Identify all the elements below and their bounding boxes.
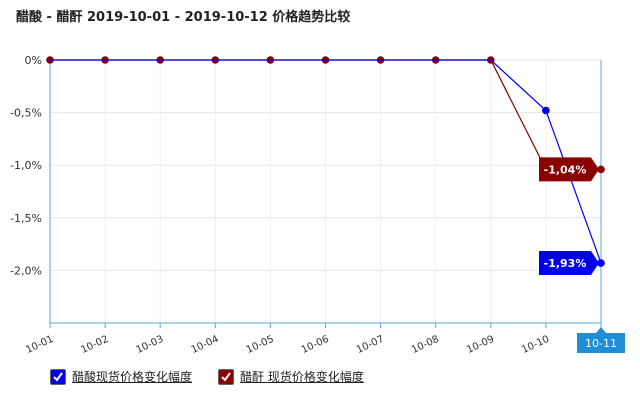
x-tick-label: 10-10 (520, 334, 551, 356)
crosshair-label: 10-11 (585, 337, 617, 350)
x-tick-label: 10-09 (465, 334, 496, 356)
check-icon[interactable] (218, 368, 235, 385)
x-tick-label: 10-04 (190, 334, 221, 356)
title-range: 2019-10-01 - 2019-10-12 价格趋势比较 (87, 10, 351, 25)
title-left: 醋酸 (16, 10, 43, 25)
y-tick-label: 0% (25, 54, 42, 67)
crosshair-label-box (577, 327, 625, 353)
x-tick-label: 10-07 (355, 334, 386, 356)
legend-label[interactable]: 醋酸现货价格变化幅度 (72, 370, 193, 384)
y-tick-label: -0,5% (10, 107, 42, 120)
legend-item-acetic-acid[interactable]: 醋酸现货价格变化幅度 (50, 368, 192, 385)
data-point[interactable] (597, 259, 605, 267)
x-tick-label: 10-03 (134, 334, 165, 356)
line-chart: 0% -0,5% -1,0% -1,5% -2,0% 10-01 10-02 10-03 10-… (10, 54, 625, 356)
data-label: -1,93% (544, 257, 587, 270)
data-label-box (539, 157, 599, 182)
data-label: -1,04% (544, 163, 587, 176)
legend-label[interactable]: 醋酐 现货价格变化幅度 (240, 370, 364, 384)
legend: 醋酸现货价格变化幅度 醋酐 现货价格变化幅度 (50, 368, 364, 385)
data-point[interactable] (597, 165, 605, 174)
title-sep: - (42, 10, 57, 25)
series-line (50, 59, 602, 264)
y-tick-label: -2,0% (10, 264, 42, 277)
chart-title: 醋酸 - 醋酐 2019-10-01 - 2019-10-12 价格趋势比较 (16, 6, 350, 25)
title-right: 醋酐 (56, 10, 83, 25)
x-tick-label: 10-08 (410, 334, 441, 356)
x-tick-label: 10-02 (79, 334, 110, 356)
data-point[interactable] (542, 106, 550, 115)
x-tick-label: 10-01 (24, 334, 55, 356)
y-tick-label: -1,5% (10, 212, 42, 225)
x-tick-label: 10-06 (300, 334, 331, 356)
legend-item-acetic-anhydride[interactable]: 醋酐 现货价格变化幅度 (218, 368, 364, 385)
check-icon[interactable] (50, 368, 66, 385)
y-tick-label: -1,0% (10, 159, 42, 172)
data-label-box (539, 251, 599, 276)
x-tick-label: 10-05 (245, 334, 276, 356)
